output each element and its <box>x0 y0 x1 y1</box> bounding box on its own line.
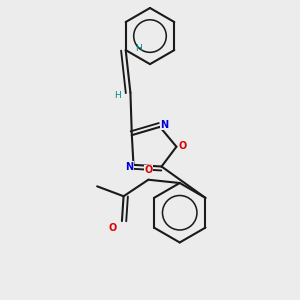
Text: O: O <box>145 165 153 175</box>
Text: N: N <box>160 120 168 130</box>
Text: O: O <box>109 223 117 233</box>
Text: H: H <box>136 44 142 53</box>
Text: O: O <box>178 141 187 152</box>
Text: H: H <box>114 91 121 100</box>
Text: N: N <box>125 161 133 172</box>
